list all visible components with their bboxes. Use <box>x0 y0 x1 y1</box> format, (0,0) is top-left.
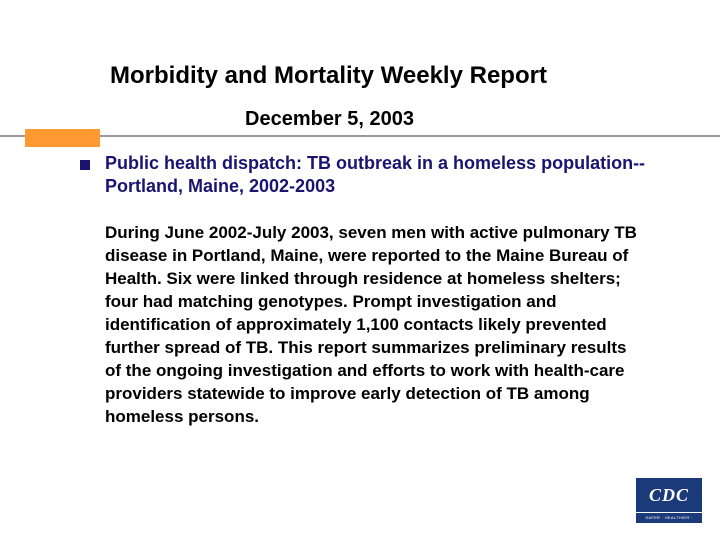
cdc-logo: CDC SAFER · HEALTHIER · PEOPLE <box>636 478 702 522</box>
divider-line <box>0 135 720 137</box>
body-paragraph: During June 2002-July 2003, seven men wi… <box>105 222 645 428</box>
report-date: December 5, 2003 <box>245 108 414 131</box>
dispatch-subtitle: Public health dispatch: TB outbreak in a… <box>105 152 650 199</box>
cdc-logo-tagline: SAFER · HEALTHIER · PEOPLE <box>636 513 702 523</box>
cdc-logo-text: CDC <box>636 478 702 512</box>
accent-box <box>25 129 100 147</box>
bullet-icon <box>80 160 90 170</box>
report-title: Morbidity and Mortality Weekly Report <box>110 62 680 90</box>
